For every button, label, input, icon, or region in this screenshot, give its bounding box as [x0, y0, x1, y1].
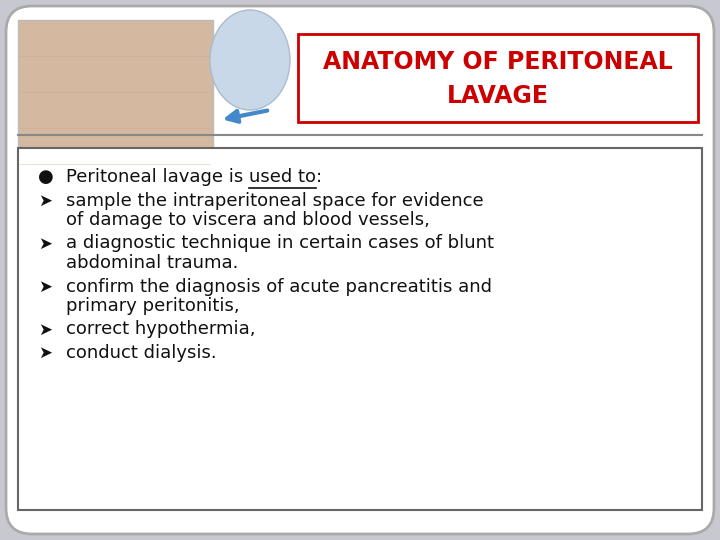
- FancyBboxPatch shape: [6, 6, 714, 534]
- Text: ➤: ➤: [38, 344, 52, 362]
- Text: used to: used to: [249, 168, 316, 186]
- Text: a diagnostic technique in certain cases of blunt: a diagnostic technique in certain cases …: [66, 234, 494, 253]
- Text: ANATOMY OF PERITONEAL: ANATOMY OF PERITONEAL: [323, 50, 673, 74]
- Text: primary peritonitis,: primary peritonitis,: [66, 297, 240, 315]
- Text: ➤: ➤: [38, 278, 52, 295]
- Text: ➤: ➤: [38, 234, 52, 253]
- FancyBboxPatch shape: [18, 20, 213, 200]
- Text: confirm the diagnosis of acute pancreatitis and: confirm the diagnosis of acute pancreati…: [66, 278, 492, 295]
- Text: ➤: ➤: [38, 321, 52, 339]
- Text: :: :: [316, 168, 322, 186]
- Text: ➤: ➤: [38, 192, 52, 210]
- Text: abdominal trauma.: abdominal trauma.: [66, 254, 238, 272]
- Text: LAVAGE: LAVAGE: [447, 84, 549, 108]
- FancyBboxPatch shape: [298, 34, 698, 122]
- Text: sample the intraperitoneal space for evidence: sample the intraperitoneal space for evi…: [66, 192, 484, 210]
- FancyBboxPatch shape: [18, 148, 702, 510]
- Text: correct hypothermia,: correct hypothermia,: [66, 321, 256, 339]
- Ellipse shape: [210, 10, 290, 110]
- Text: of damage to viscera and blood vessels,: of damage to viscera and blood vessels,: [66, 211, 430, 229]
- Text: Peritoneal lavage is: Peritoneal lavage is: [66, 168, 249, 186]
- Text: ●: ●: [38, 168, 54, 186]
- Text: conduct dialysis.: conduct dialysis.: [66, 344, 217, 362]
